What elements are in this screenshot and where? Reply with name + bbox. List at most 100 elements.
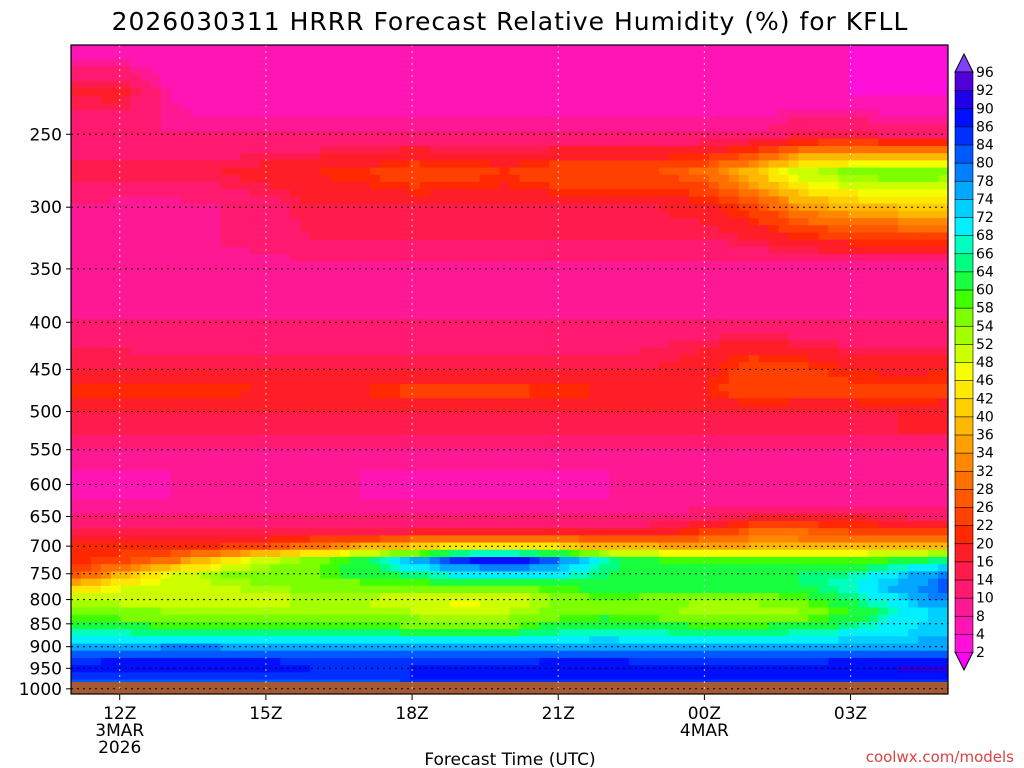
heat-cell [678, 427, 690, 435]
heat-cell [350, 145, 361, 154]
heat-cell [569, 405, 580, 414]
heat-cell [479, 412, 491, 421]
heat-cell [100, 347, 112, 356]
heat-cell [210, 167, 222, 176]
heat-cell [399, 275, 411, 284]
heat-cell [649, 412, 660, 421]
heat-cell [728, 239, 740, 248]
heat-cell [360, 239, 371, 248]
heat-cell [150, 232, 162, 241]
heat-cell [848, 254, 859, 262]
heat-cell [290, 88, 301, 97]
heat-cell [519, 138, 531, 147]
heat-cell [928, 398, 939, 407]
heat-cell [788, 45, 800, 53]
heat-cell [559, 95, 570, 104]
heat-cell [270, 261, 281, 270]
heat-cell [71, 391, 82, 399]
heat-cell [449, 261, 461, 270]
heat-cell [479, 362, 491, 371]
heat-cell [350, 59, 361, 68]
heat-cell [858, 81, 869, 89]
heat-cell [788, 52, 800, 61]
heat-cell [718, 412, 730, 421]
heat-cell [918, 275, 929, 284]
heat-cell [90, 261, 102, 270]
heat-cell [678, 340, 690, 349]
heat-cell [738, 95, 750, 104]
heat-cell [100, 369, 112, 378]
heat-cell [898, 383, 909, 392]
heat-cell [369, 45, 381, 53]
heat-cell [399, 246, 411, 255]
heat-cell [280, 109, 291, 118]
heat-cell [698, 225, 710, 234]
heat-cell [479, 232, 491, 241]
heat-cell [868, 167, 879, 176]
heat-cell [599, 398, 610, 407]
heat-cell [658, 383, 670, 392]
heat-cell [290, 95, 301, 104]
heat-cell [848, 66, 859, 75]
heat-cell [150, 448, 162, 457]
heat-cell [449, 124, 461, 133]
heat-cell [300, 448, 311, 457]
heat-cell [240, 95, 251, 104]
heat-cell [379, 311, 391, 320]
heat-cell [629, 246, 640, 255]
heat-cell [459, 412, 471, 421]
heat-cell [360, 254, 371, 262]
heat-cell [499, 174, 511, 183]
heat-cell [310, 304, 321, 313]
heat-cell [599, 102, 610, 111]
heat-cell [658, 59, 670, 68]
heat-cell [928, 340, 939, 349]
heat-cell [310, 45, 321, 53]
heat-cell [290, 225, 301, 234]
heat-cell [469, 427, 481, 435]
heat-cell [708, 355, 720, 363]
heat-cell [509, 412, 521, 421]
heat-cell [698, 88, 710, 97]
heat-cell [469, 218, 481, 226]
heat-cell [848, 412, 859, 421]
heat-cell [838, 340, 849, 349]
heat-cell [539, 45, 550, 53]
heat-cell [71, 290, 82, 298]
heat-cell [399, 412, 411, 421]
heat-cell [828, 333, 839, 342]
heat-cell [71, 131, 82, 140]
heat-cell [738, 441, 750, 450]
heat-cell [200, 59, 212, 68]
heat-cell [599, 124, 610, 133]
heat-cell [768, 95, 780, 104]
heat-cell [180, 88, 192, 97]
heat-cell [928, 347, 939, 356]
heat-cell [649, 66, 660, 75]
heat-cell [429, 189, 441, 198]
heat-cell [609, 261, 620, 270]
heat-cell [609, 340, 620, 349]
heat-cell [449, 254, 461, 262]
heat-cell [240, 189, 251, 198]
heat-cell [639, 405, 650, 414]
heat-cell [409, 362, 421, 371]
heat-cell [340, 239, 351, 248]
heat-cell [519, 117, 531, 125]
heat-cell [220, 109, 232, 118]
heat-cell [868, 153, 879, 161]
heat-cell [280, 45, 291, 53]
heat-cell [519, 275, 531, 284]
heat-cell [270, 196, 281, 205]
heat-cell [818, 66, 830, 75]
heat-cell [509, 210, 521, 219]
heat-cell [748, 124, 760, 133]
heat-cell [619, 218, 630, 226]
heat-cell [369, 52, 381, 61]
heat-cell [639, 427, 650, 435]
heat-cell [499, 145, 511, 154]
heat-cell [429, 102, 441, 111]
heat-cell [170, 196, 182, 205]
heat-cell [110, 210, 122, 219]
heat-cell [340, 160, 351, 169]
